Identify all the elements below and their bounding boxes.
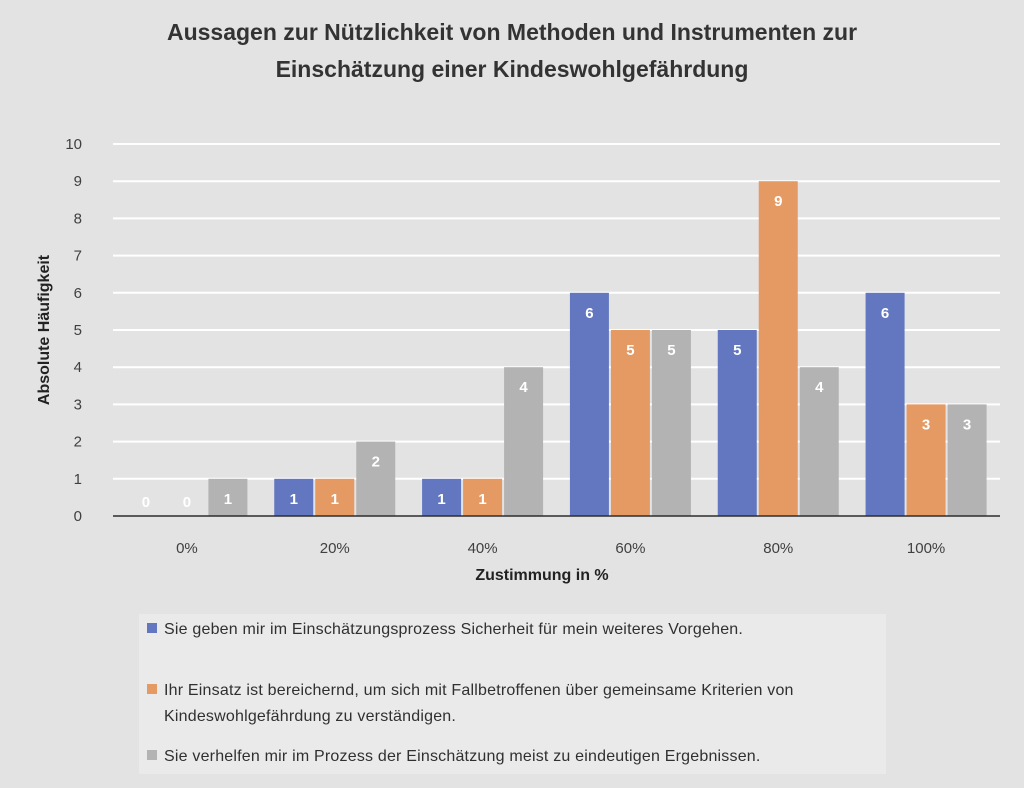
x-tick-label: 20% [320, 540, 350, 557]
bar [356, 441, 396, 516]
legend-swatch [147, 684, 157, 694]
data-label: 6 [585, 305, 593, 322]
gridlines [113, 143, 1000, 480]
y-tick-label: 10 [65, 136, 82, 153]
y-axis-label: Absolute Häufigkeit [36, 254, 53, 405]
data-label: 5 [733, 342, 741, 359]
legend-label: Sie geben mir im Einschätzungsprozess Si… [164, 621, 743, 638]
data-label: 1 [224, 491, 232, 508]
x-tick-label: 80% [763, 540, 793, 557]
x-tick-label: 0% [176, 540, 198, 557]
x-tick-label: 60% [615, 540, 645, 557]
data-labels: 0 0 1 1 1 2 1 1 4 6 5 5 5 9 4 6 3 3 [142, 193, 972, 511]
data-label: 1 [290, 491, 298, 508]
legend-label: Ihr Einsatz ist bereichernd, um sich mit… [164, 682, 794, 699]
y-axis-ticks: 0 1 2 3 4 5 6 7 8 9 10 [65, 136, 82, 525]
bar [610, 330, 650, 516]
data-label: 6 [881, 305, 889, 322]
x-axis-ticks: 0% 20% 40% 60% 80% 100% [176, 540, 945, 557]
data-label: 9 [774, 193, 782, 210]
bar [906, 404, 946, 516]
data-label: 2 [372, 454, 380, 471]
legend-swatch [147, 623, 157, 633]
y-tick-label: 5 [74, 322, 82, 339]
y-tick-label: 7 [74, 248, 82, 265]
data-label: 4 [519, 379, 528, 396]
bar [569, 292, 609, 516]
data-label: 5 [626, 342, 634, 359]
legend-background [139, 614, 886, 774]
legend-label: Kindeswohlgefährdung zu verständigen. [164, 708, 456, 725]
bar [315, 478, 355, 516]
bar [422, 478, 462, 516]
y-tick-label: 4 [74, 359, 82, 376]
bars [208, 181, 987, 516]
legend-items: Sie geben mir im Einschätzungsprozess Si… [147, 621, 794, 765]
x-tick-label: 40% [468, 540, 498, 557]
data-label: 1 [437, 491, 445, 508]
y-tick-label: 9 [74, 173, 82, 190]
data-label: 0 [183, 494, 191, 511]
data-label: 3 [963, 416, 971, 433]
chart-title-line-1: Aussagen zur Nützlichkeit von Methoden u… [167, 19, 857, 45]
y-tick-label: 6 [74, 285, 82, 302]
bar [463, 478, 503, 516]
bar [717, 330, 757, 516]
x-axis-label: Zustimmung in % [475, 567, 608, 584]
data-label: 4 [815, 379, 824, 396]
legend-swatch [147, 750, 157, 760]
legend-label: Sie verhelfen mir im Prozess der Einschä… [164, 748, 761, 765]
data-label: 1 [478, 491, 486, 508]
legend: Sie geben mir im Einschätzungsprozess Si… [139, 614, 886, 774]
data-label: 0 [142, 494, 150, 511]
bar [947, 404, 987, 516]
data-label: 1 [331, 491, 339, 508]
chart-title-line-2: Einschätzung einer Kindeswohlgefährdung [276, 56, 749, 82]
data-label: 5 [667, 342, 675, 359]
bar [799, 367, 839, 516]
bar [274, 478, 314, 516]
y-tick-label: 8 [74, 210, 82, 227]
y-tick-label: 1 [74, 471, 82, 488]
bar [504, 367, 544, 516]
chart-title: Aussagen zur Nützlichkeit von Methoden u… [167, 19, 857, 82]
y-tick-label: 2 [74, 434, 82, 451]
x-tick-label: 100% [907, 540, 945, 557]
data-label: 3 [922, 416, 930, 433]
bar [758, 181, 798, 516]
y-tick-label: 3 [74, 396, 82, 413]
y-tick-label: 0 [74, 508, 82, 525]
bar [651, 330, 691, 516]
bar [865, 292, 905, 516]
bar [208, 478, 248, 516]
